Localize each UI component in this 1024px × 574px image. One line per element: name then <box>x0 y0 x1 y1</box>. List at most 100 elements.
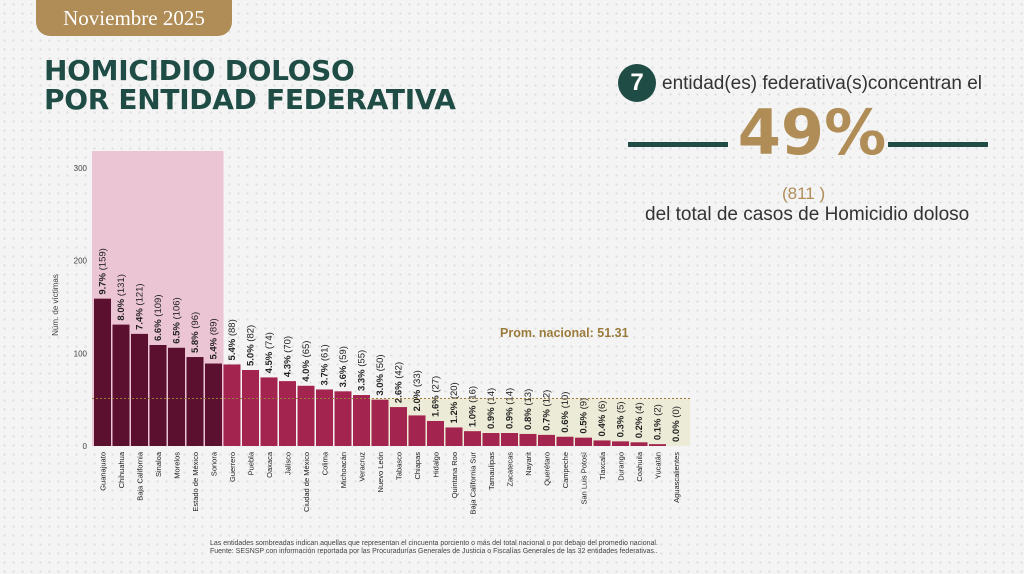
bar-value-label: 1.6% (27) <box>431 376 442 417</box>
y-tick-label: 0 <box>83 442 88 451</box>
bar <box>316 389 333 446</box>
bar-value-label: 0.9% (14) <box>486 388 497 429</box>
bar <box>242 370 259 446</box>
category-label: Nayarit <box>524 451 533 476</box>
bar <box>519 433 537 446</box>
bar-value-label: 5.4% (88) <box>227 319 238 360</box>
category-label: Michoacán <box>339 452 348 488</box>
category-label: Aguascalientes <box>672 452 681 503</box>
bar <box>538 434 555 446</box>
category-label: Jalisco <box>284 452 293 475</box>
bar <box>464 431 481 446</box>
footnote-line-1: Las entidades sombreadas indican aquella… <box>210 540 658 547</box>
bar <box>94 298 111 446</box>
bar-value-label: 4.3% (70) <box>283 336 294 377</box>
y-axis-label: Núm. de víctimas <box>51 274 60 336</box>
bar <box>131 333 148 446</box>
category-label: Baja California <box>136 451 145 501</box>
bar-value-label: 1.0% (16) <box>468 386 479 427</box>
category-label: Tabasco <box>395 452 404 480</box>
category-label: Sinaloa <box>154 451 163 477</box>
category-label: Veracruz <box>358 452 367 482</box>
bar <box>575 437 592 446</box>
bar-value-label: 3.3% (55) <box>357 350 368 391</box>
category-label: Oaxaca <box>265 451 274 478</box>
bar-value-label: 0.6% (10) <box>560 392 571 433</box>
bar <box>630 442 648 446</box>
category-label: Chiapas <box>413 452 422 480</box>
bar-value-label: 6.5% (106) <box>172 297 183 343</box>
bar <box>205 363 222 446</box>
category-label: Zacatecas <box>506 452 515 487</box>
summary-panel: 7 entidad(es) federativa(s)concentran el… <box>612 58 1012 238</box>
bar-value-label: 0.9% (14) <box>505 388 516 429</box>
category-label: Nuevo León <box>376 452 385 492</box>
bar-value-label: 1.2% (20) <box>449 382 460 423</box>
bar-value-label: 0.8% (13) <box>523 389 534 430</box>
bar <box>501 433 518 446</box>
month-tab: Noviembre 2025 <box>36 0 232 36</box>
bar <box>612 441 629 446</box>
title-line-1: HOMICIDIO DOLOSO <box>44 54 355 87</box>
bar-value-label: 7.4% (121) <box>135 283 146 329</box>
bar <box>168 347 185 446</box>
y-tick-label: 100 <box>74 349 88 358</box>
bar-value-label: 8.0% (131) <box>116 274 127 320</box>
bar-value-label: 4.0% (65) <box>301 341 312 382</box>
bar <box>482 433 500 446</box>
category-label: Colima <box>321 451 330 475</box>
category-label: Guanajuato <box>99 452 108 491</box>
bar <box>112 324 130 446</box>
bar-value-label: 0.1% (2) <box>653 404 664 440</box>
summary-text-2: del total de casos de Homicidio doloso <box>645 204 970 225</box>
bar-value-label: 0.2% (4) <box>634 402 645 438</box>
category-label: Tamaulipas <box>487 452 496 490</box>
bar-value-label: 2.0% (33) <box>412 370 423 411</box>
bar <box>279 381 296 446</box>
bar <box>427 420 444 446</box>
summary-cases: (811 ) <box>782 184 826 203</box>
bar <box>186 357 204 446</box>
category-label: Guerrero <box>228 452 237 482</box>
bar <box>297 385 315 446</box>
bar <box>334 391 352 446</box>
category-label: Durango <box>617 452 626 481</box>
category-label: Estado de México <box>191 452 200 512</box>
average-label: Prom. nacional: 51.31 <box>500 326 629 340</box>
bar-value-label: 0.5% (9) <box>579 398 590 434</box>
bar-value-label: 9.7% (159) <box>98 248 109 294</box>
category-label: Hidalgo <box>432 452 441 477</box>
left-rule <box>628 142 728 147</box>
category-label: Campeche <box>561 452 570 488</box>
bar <box>408 415 426 446</box>
bar <box>371 399 389 446</box>
bar-value-label: 5.8% (96) <box>190 312 201 353</box>
bar-value-label: 3.7% (61) <box>320 344 331 385</box>
category-label: Morelos <box>173 452 182 479</box>
title-line-2: POR ENTIDAD FEDERATIVA <box>44 83 456 116</box>
bar <box>149 344 167 446</box>
bar <box>390 407 407 446</box>
bar <box>593 440 611 446</box>
category-label: Yucatán <box>654 452 663 479</box>
bar-value-label: 0.4% (6) <box>597 401 608 437</box>
category-label: Quintana Roo <box>450 452 459 498</box>
footnote-line-2: Fuente: SESNSP con información reportada… <box>210 548 658 555</box>
category-label: Baja California Sur <box>469 451 478 514</box>
category-label: Ciudad de México <box>302 452 311 512</box>
category-label: Tlaxcala <box>598 451 607 480</box>
footnotes: Las entidades sombreadas indican aquella… <box>210 540 658 556</box>
bar-value-label: 4.5% (74) <box>264 332 275 373</box>
bar-value-label: 5.0% (82) <box>246 325 257 366</box>
summary-text-1: entidad(es) federativa(s)concentran el <box>662 73 983 94</box>
category-label: San Luis Potosí <box>580 451 589 504</box>
bar-value-label: 3.0% (50) <box>375 354 386 395</box>
bar-value-label: 6.6% (109) <box>153 295 164 341</box>
bar <box>260 377 278 446</box>
category-label: Querétaro <box>543 452 552 486</box>
right-rule <box>888 142 988 147</box>
bar <box>556 436 574 446</box>
bar-value-label: 0.3% (5) <box>616 401 627 437</box>
bar <box>223 364 241 446</box>
bar-chart: 0 100 200 300 Núm. de víctimas 9.7% (159) Guan… <box>51 151 690 515</box>
